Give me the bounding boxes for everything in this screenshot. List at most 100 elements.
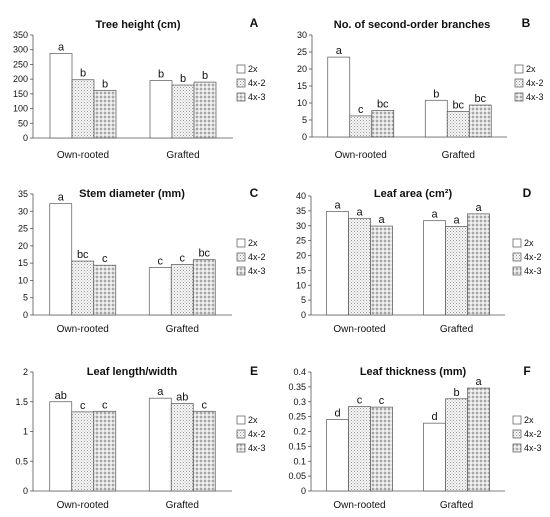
y-tick-label: 30 — [296, 221, 306, 231]
bar-4x-3-own-rooted — [370, 225, 393, 316]
panel-d: Leaf area (cm²) D 0 5 10 15 20 25 30 35 40 a a a Own-r… — [296, 186, 542, 335]
panel-f: Leaf thickness (mm) F 0 0.05 0.1 0.15 0.2 0.25 0… — [288, 364, 541, 511]
legend-label: 2x — [248, 238, 258, 248]
panel-a: Tree height (cm) A 0 50 100 150 200 250 300 350 a b… — [13, 16, 266, 161]
y-tick-label: 0.25 — [288, 412, 306, 422]
y-tick-label: 150 — [13, 89, 28, 99]
bar-4x-2-own-rooted — [349, 115, 373, 138]
y-tick-label: 10 — [297, 98, 307, 108]
significance-label: b — [80, 68, 86, 80]
significance-label: bc — [377, 98, 389, 110]
bar-2x-own-rooted — [327, 56, 351, 138]
panel-letter: B — [522, 16, 531, 30]
significance-label: d — [431, 411, 437, 423]
y-tick-label: 300 — [13, 45, 28, 55]
panel-letter: D — [523, 186, 532, 200]
significance-label: bc — [474, 93, 486, 105]
significance-label: a — [431, 209, 438, 221]
y-tick-label: 0 — [23, 486, 28, 496]
legend-swatch — [236, 252, 246, 262]
legend-swatch — [236, 64, 246, 74]
category-label: Grafted — [166, 324, 199, 335]
category-label: Own-rooted — [335, 150, 387, 161]
y-tick-label: 20 — [18, 241, 28, 251]
bar-2x-grafted — [149, 80, 173, 139]
y-tick-label: 25 — [297, 47, 307, 57]
y-tick-label: 20 — [296, 251, 306, 261]
panel-title: Leaf length/width — [87, 366, 178, 378]
panel-title: Leaf thickness (mm) — [360, 366, 467, 378]
bar-4x-2-grafted — [445, 225, 468, 316]
significance-label: b — [433, 88, 439, 100]
legend: 2x 4x-2 4x-3 — [514, 64, 544, 102]
significance-label: a — [475, 202, 482, 214]
panel-letter: C — [250, 186, 259, 200]
legend-label: 2x — [248, 415, 258, 425]
legend-label: 2x — [524, 415, 534, 425]
significance-label: a — [58, 192, 65, 204]
y-tick-label: 0.35 — [288, 382, 306, 392]
y-tick-label: 0.1 — [293, 456, 306, 466]
significance-label: a — [475, 376, 482, 388]
y-tick-label: 350 — [13, 30, 28, 40]
bar-4x-2-own-rooted — [71, 260, 95, 316]
legend-swatch — [512, 415, 522, 425]
legend-label: 4x-2 — [526, 78, 544, 88]
significance-label: b — [180, 73, 186, 85]
significance-label: a — [334, 199, 341, 211]
significance-label: b — [202, 70, 208, 82]
significance-label: c — [358, 104, 364, 116]
legend-label: 4x-3 — [526, 92, 544, 102]
category-label: Own-rooted — [333, 324, 385, 335]
legend-swatch — [236, 429, 246, 439]
legend-swatch — [512, 266, 522, 276]
legend-swatch — [514, 64, 524, 74]
bar-2x-own-rooted — [49, 203, 73, 316]
y-tick-label: 0.05 — [288, 471, 306, 481]
bar-4x-2-own-rooted — [71, 411, 95, 492]
bar-4x-2-grafted — [170, 403, 194, 492]
y-tick-label: 0.2 — [293, 427, 306, 437]
panel-title: Leaf area (cm²) — [374, 188, 453, 200]
significance-label: c — [158, 256, 164, 268]
legend-label: 2x — [248, 64, 258, 74]
legend-swatch — [512, 252, 522, 262]
panel-title: No. of second-order branches — [334, 19, 490, 31]
bar-4x-2-own-rooted — [71, 79, 95, 139]
panel-title: Tree height (cm) — [96, 19, 181, 31]
y-tick-label: 0.5 — [15, 456, 28, 466]
legend-swatch — [236, 443, 246, 453]
y-tick-label: 5 — [301, 295, 306, 305]
bar-4x-2-grafted — [171, 84, 195, 139]
significance-label: a — [453, 214, 460, 226]
bar-4x-3-grafted — [467, 387, 490, 492]
legend-swatch — [236, 78, 246, 88]
category-label: Grafted — [166, 500, 199, 511]
legend: 2x 4x-2 4x-3 — [236, 238, 266, 276]
significance-label: b — [453, 387, 459, 399]
legend-label: 4x-3 — [524, 443, 542, 453]
y-tick-label: 50 — [18, 118, 28, 128]
panel-e: Leaf length/width E 0 0.5 1 1.5 2 ab c c Own-roote… — [15, 364, 265, 511]
legend-swatch — [512, 238, 522, 248]
bar-4x-3-grafted — [193, 81, 217, 139]
legend: 2x 4x-2 4x-3 — [512, 238, 542, 276]
legend-label: 4x-2 — [248, 78, 266, 88]
legend-label: 4x-2 — [524, 252, 542, 262]
bar-2x-own-rooted — [326, 419, 349, 492]
legend-swatch — [236, 92, 246, 102]
y-tick-label: 25 — [296, 236, 306, 246]
legend-label: 4x-3 — [248, 92, 266, 102]
legend: 2x 4x-2 4x-3 — [236, 415, 266, 453]
y-tick-label: 5 — [302, 115, 307, 125]
legend-swatch — [236, 266, 246, 276]
y-tick-label: 5 — [23, 293, 28, 303]
significance-label: c — [180, 253, 186, 265]
bar-4x-3-grafted — [467, 213, 490, 316]
y-tick-label: 1.5 — [15, 397, 28, 407]
panel-b: No. of second-order branches B 0 5 10 15 20 25 3… — [297, 16, 544, 161]
y-tick-label: 35 — [18, 189, 28, 199]
significance-label: a — [58, 42, 65, 54]
